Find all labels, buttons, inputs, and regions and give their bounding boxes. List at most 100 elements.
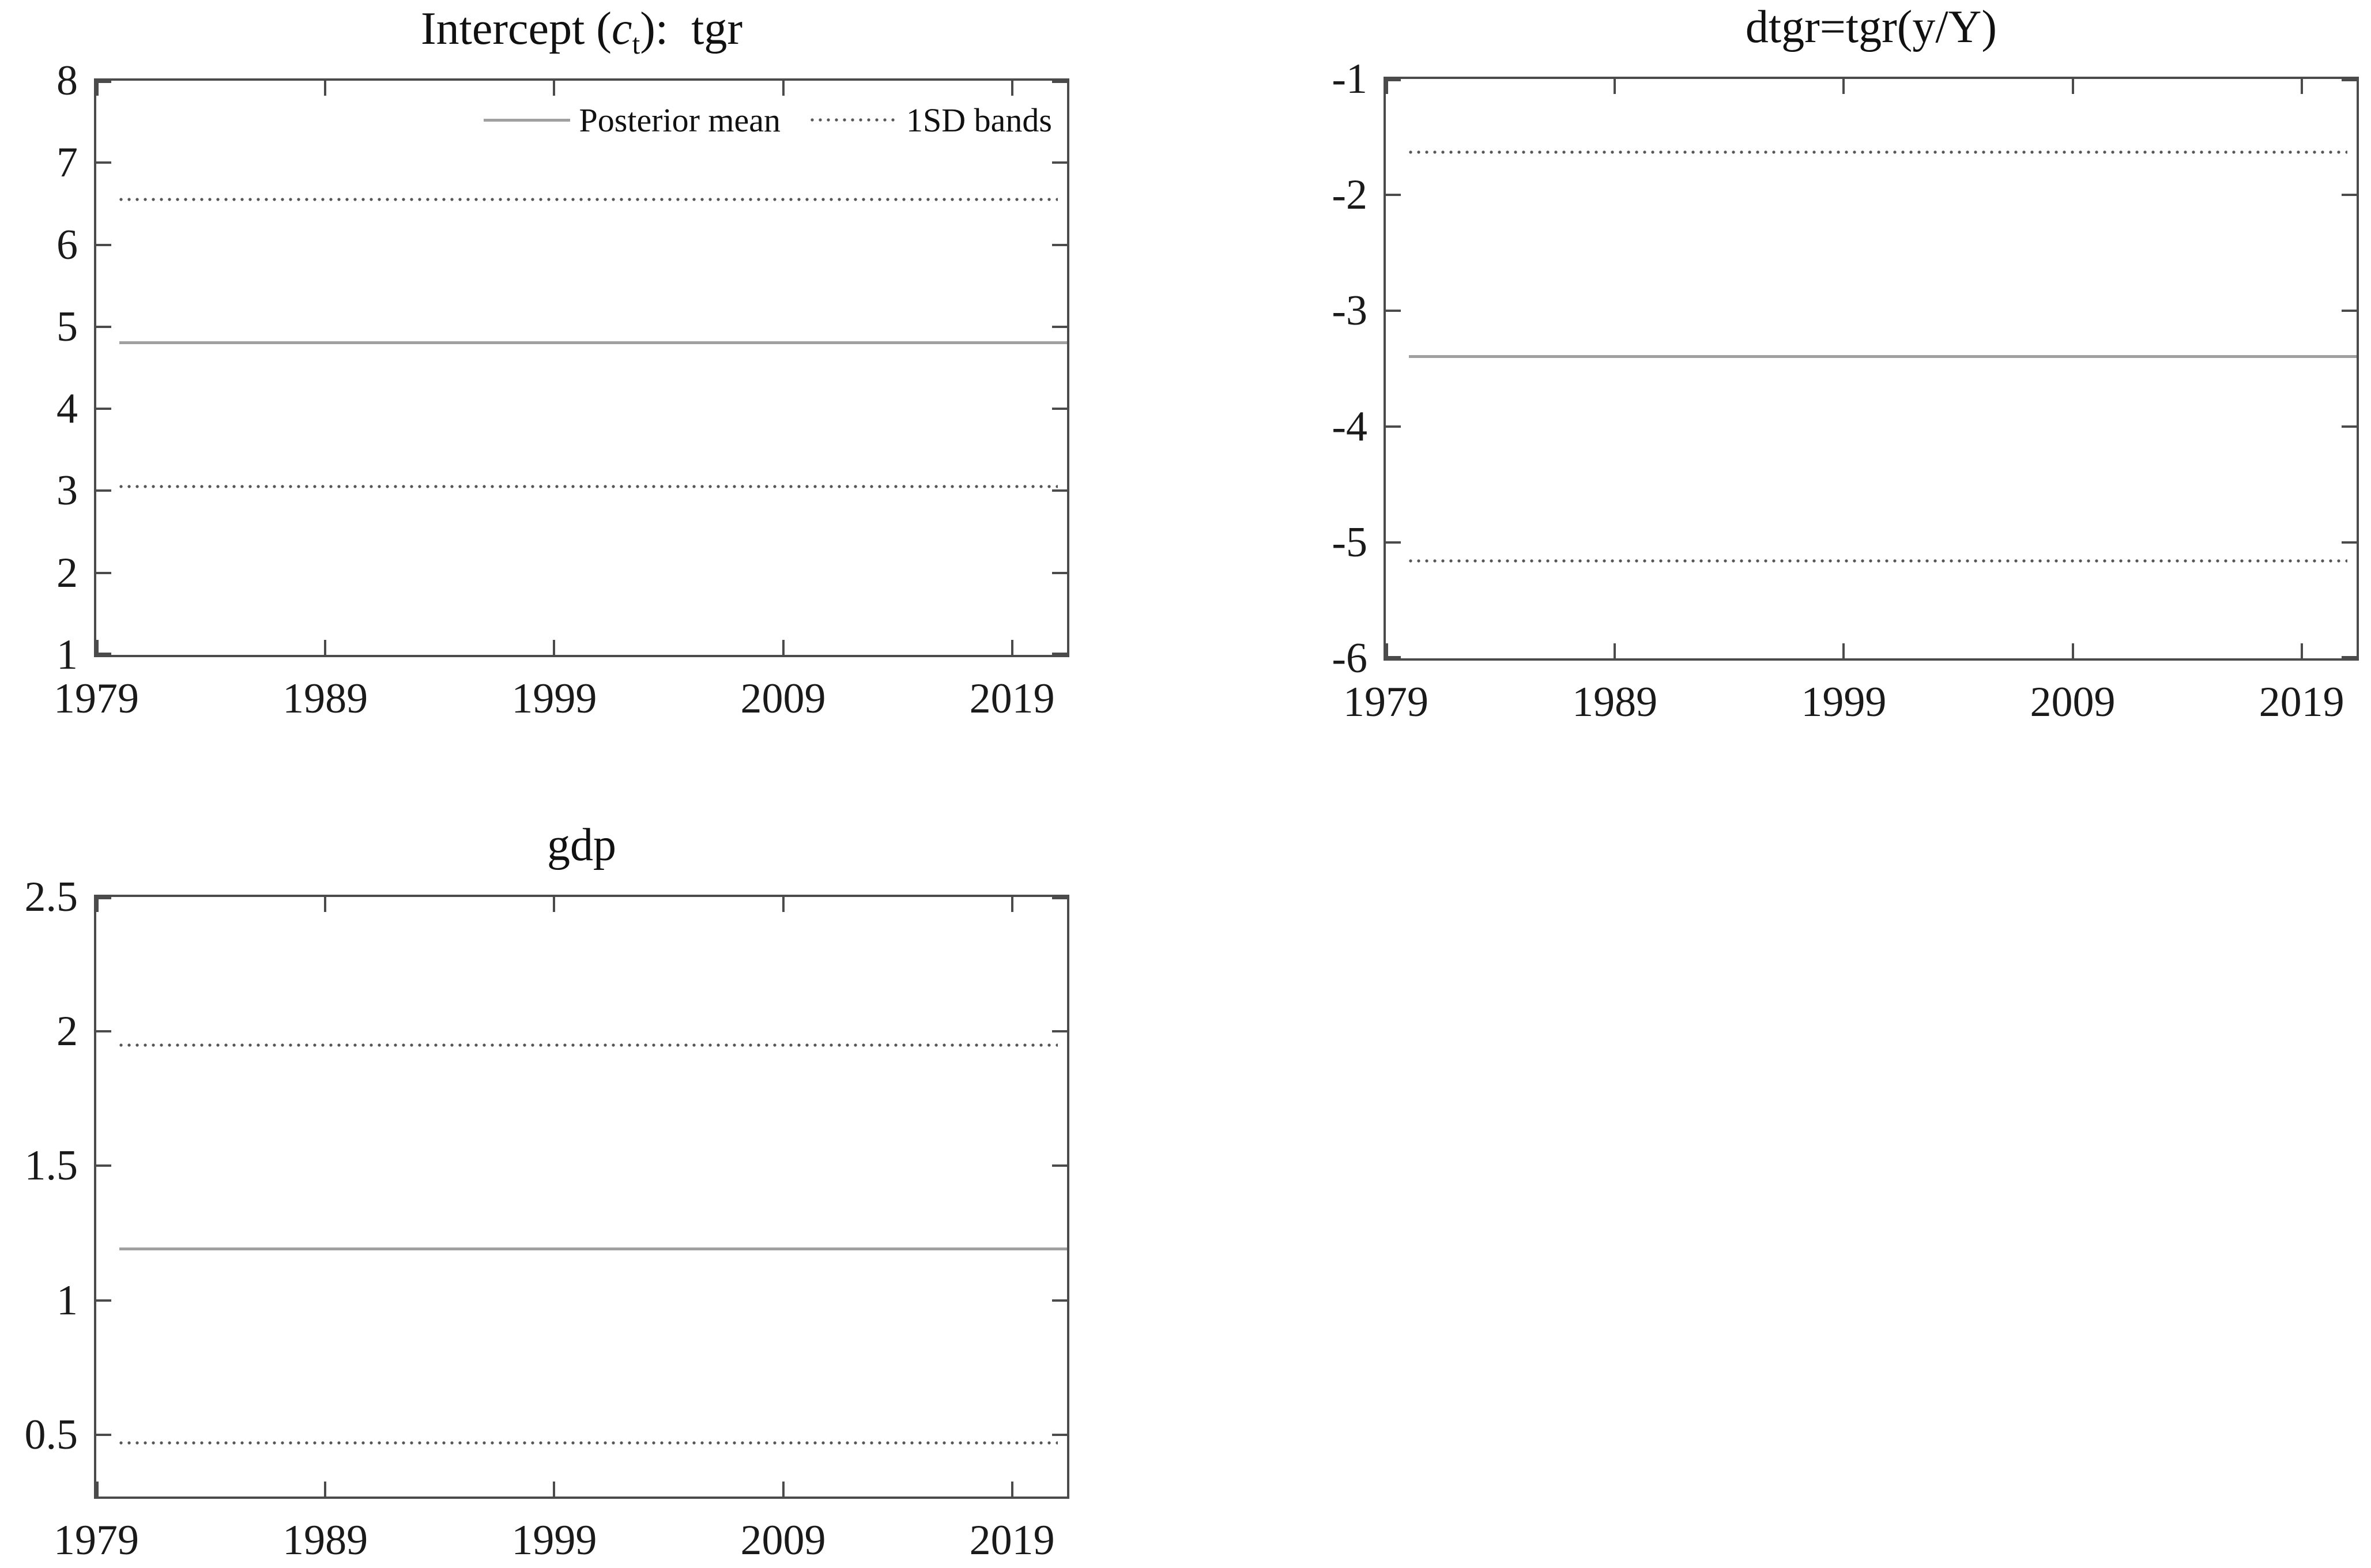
y-axis-tick (1052, 571, 1067, 574)
x-tick-label: 2009 (740, 675, 826, 722)
y-axis-tick (2342, 656, 2357, 658)
y-axis-tick (96, 489, 111, 492)
legend-mean-label: Posterior mean (579, 101, 781, 139)
plot-area (94, 895, 1069, 1499)
y-axis-tick (1386, 541, 1401, 544)
x-tick-label: 1999 (511, 1517, 597, 1564)
legend-mean-line-sample (483, 118, 570, 122)
y-tick-label: -2 (1332, 171, 1367, 218)
y-axis-tick (1052, 81, 1067, 83)
legend: Posterior mean 1SD bands (483, 101, 1052, 139)
x-axis-tick (1614, 643, 1616, 658)
x-tick-label: 1979 (1343, 679, 1428, 726)
title-text: Intercept ( (421, 3, 612, 54)
x-axis-tick (2300, 643, 2303, 658)
posterior-mean-line (119, 1247, 1067, 1250)
posterior-mean-line (119, 341, 1067, 345)
x-axis-tick (324, 640, 327, 655)
x-axis-tick (2071, 643, 2074, 658)
x-axis-tick (324, 81, 327, 96)
y-axis-tick (1052, 325, 1067, 328)
y-tick-label: 5 (56, 303, 78, 350)
y-axis-tick (96, 1164, 111, 1167)
y-axis-tick (96, 897, 111, 899)
y-axis-tick (96, 1299, 111, 1302)
sd-band-line (1408, 559, 2348, 563)
y-axis-tick (1052, 1433, 1067, 1436)
y-tick-label: -3 (1332, 287, 1367, 334)
x-axis-tick (96, 897, 99, 912)
y-axis-tick (1386, 425, 1401, 428)
y-axis-tick (2342, 194, 2357, 196)
y-axis-tick (2342, 425, 2357, 428)
x-axis-tick (782, 640, 785, 655)
x-axis-tick (782, 897, 785, 912)
y-tick-label: 2 (56, 549, 78, 597)
y-axis-tick (1386, 310, 1401, 312)
y-tick-label: 3 (56, 467, 78, 515)
x-tick-label: 2019 (969, 675, 1055, 722)
title-subscript: t (632, 28, 640, 60)
title-text: gdp (547, 820, 616, 870)
y-tick-label: 2.5 (24, 873, 78, 921)
sd-band-line (119, 1043, 1058, 1047)
y-axis-tick (1052, 1164, 1067, 1167)
x-axis-tick (324, 897, 327, 912)
y-axis-tick (2342, 541, 2357, 544)
x-axis-tick (553, 81, 556, 96)
y-tick-label: 1.5 (24, 1142, 78, 1190)
y-axis-tick (96, 408, 111, 410)
x-axis-tick (2071, 79, 2074, 94)
x-axis-tick (782, 81, 785, 96)
y-tick-label: 6 (56, 221, 78, 269)
plot-area: Posterior mean 1SD bands (94, 78, 1069, 657)
y-tick-label: 1 (56, 631, 78, 679)
y-tick-label: -4 (1332, 403, 1367, 450)
y-tick-label: 2 (56, 1008, 78, 1056)
x-tick-label: 1989 (282, 675, 368, 722)
y-axis-tick (96, 571, 111, 574)
x-tick-label: 1979 (54, 1517, 139, 1564)
x-axis-tick (1011, 897, 1013, 912)
y-axis-tick (96, 325, 111, 328)
y-axis-tick (2342, 310, 2357, 312)
y-axis-tick (2342, 79, 2357, 81)
x-axis-tick (96, 640, 99, 655)
x-tick-label: 1989 (1572, 679, 1658, 726)
sd-band-line (1408, 150, 2348, 154)
title-variable: c (611, 3, 632, 54)
x-tick-label: 2009 (740, 1517, 826, 1564)
sd-band-line (119, 198, 1058, 202)
y-tick-label: 7 (56, 139, 78, 187)
y-axis-tick (1052, 408, 1067, 410)
sd-band-line (119, 485, 1058, 489)
y-tick-label: 8 (56, 57, 78, 104)
legend-bands-label: 1SD bands (906, 101, 1052, 139)
title-text: dtgr=tgr(y/Y) (1745, 2, 1997, 52)
x-axis-tick (1614, 79, 1616, 94)
y-axis-tick (1052, 653, 1067, 655)
y-axis-tick (1386, 194, 1401, 196)
x-axis-tick (1386, 643, 1388, 658)
x-axis-tick (553, 640, 556, 655)
x-axis-tick (2300, 79, 2303, 94)
x-tick-label: 1999 (1801, 679, 1887, 726)
y-axis-tick (1052, 161, 1067, 164)
x-axis-tick (324, 1482, 327, 1497)
y-tick-label: 0.5 (24, 1411, 78, 1458)
y-axis-tick (96, 653, 111, 655)
y-tick-label: 1 (56, 1276, 78, 1324)
y-axis-tick (96, 1030, 111, 1033)
x-axis-tick (1842, 643, 1845, 658)
x-axis-tick (96, 1482, 99, 1497)
x-tick-label: 2009 (2030, 679, 2116, 726)
chart-title: gdp (94, 815, 1069, 875)
y-axis-tick (96, 1433, 111, 1436)
x-axis-tick (1011, 81, 1013, 96)
legend-bands-line-sample (811, 118, 898, 122)
x-axis-tick (553, 1482, 556, 1497)
x-axis-tick (782, 1482, 785, 1497)
y-axis-tick (96, 243, 111, 246)
